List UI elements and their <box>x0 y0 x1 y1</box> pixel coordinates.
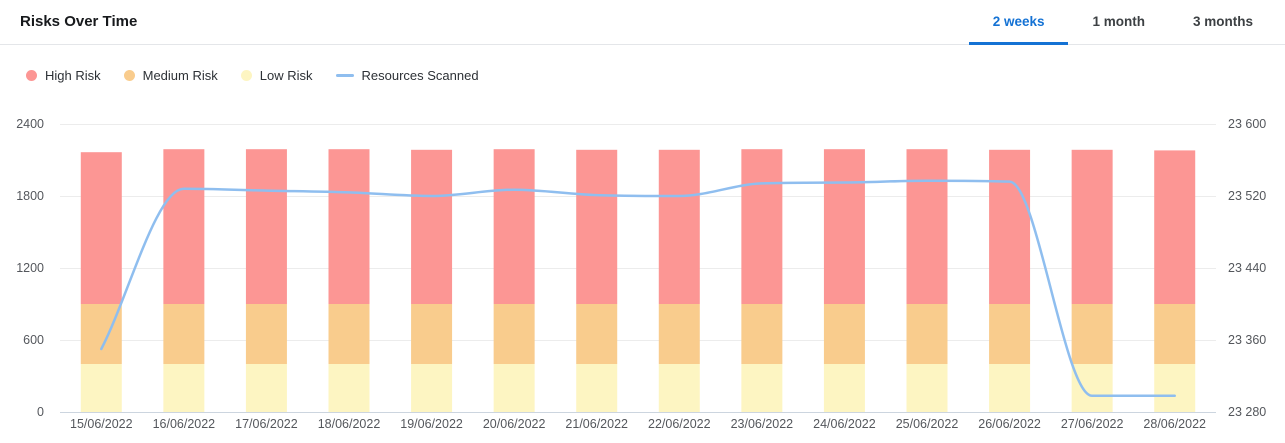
left-axis-tick: 2400 <box>16 117 44 131</box>
bar-segment-high-risk[interactable] <box>411 149 453 304</box>
left-axis-tick: 600 <box>23 333 44 347</box>
x-axis-label: 28/06/2022 <box>1143 417 1206 431</box>
medium-risk-dot-icon <box>123 70 135 81</box>
bar-segment-medium-risk[interactable] <box>1071 304 1113 364</box>
panel-header: Risks Over Time 2 weeks 1 month 3 months <box>0 0 1285 45</box>
tab-2-weeks[interactable]: 2 weeks <box>968 0 1069 45</box>
chart-legend: High Risk Medium Risk Low Risk Resources… <box>26 68 479 83</box>
bar-segment-low-risk[interactable] <box>80 364 122 412</box>
bar-segment-high-risk[interactable] <box>245 149 287 304</box>
bar-segment-low-risk[interactable] <box>576 364 618 412</box>
bar-segment-low-risk[interactable] <box>741 364 783 412</box>
x-axis-label: 23/06/2022 <box>730 417 794 431</box>
bar-segment-medium-risk[interactable] <box>328 304 370 364</box>
bar-segment-high-risk[interactable] <box>989 149 1031 304</box>
x-axis-label: 15/06/2022 <box>70 417 133 431</box>
legend-label: Low Risk <box>259 68 313 83</box>
bar-segment-high-risk[interactable] <box>658 149 700 304</box>
bar-segment-low-risk[interactable] <box>328 364 370 412</box>
left-axis-tick: 0 <box>37 405 44 419</box>
bar-segment-high-risk[interactable] <box>741 149 783 304</box>
bar-segment-medium-risk[interactable] <box>1154 304 1196 364</box>
bar-segment-low-risk[interactable] <box>1071 364 1113 412</box>
legend-label: Resources Scanned <box>361 68 479 83</box>
x-axis-label: 16/06/2022 <box>152 417 216 431</box>
x-axis-label: 21/06/2022 <box>565 417 628 431</box>
x-axis-label: 19/06/2022 <box>400 417 463 431</box>
bar-segment-low-risk[interactable] <box>163 364 205 412</box>
x-axis-label: 25/06/2022 <box>895 417 959 431</box>
high-risk-dot-icon <box>26 70 37 81</box>
bar-segment-low-risk[interactable] <box>989 364 1031 412</box>
bar-segment-high-risk[interactable] <box>328 149 370 304</box>
legend-item-resources-scanned[interactable]: Resources Scanned <box>335 68 479 83</box>
bar-segment-high-risk[interactable] <box>80 152 122 304</box>
chart-plot-area <box>60 124 1216 413</box>
bar-segment-medium-risk[interactable] <box>906 304 948 364</box>
bar-segment-medium-risk[interactable] <box>576 304 618 364</box>
x-axis-label: 20/06/2022 <box>482 417 546 431</box>
x-axis-label: 27/06/2022 <box>1060 417 1124 431</box>
legend-item-low-risk[interactable]: Low Risk <box>240 68 313 83</box>
bar-segment-high-risk[interactable] <box>163 149 205 304</box>
bar-segment-low-risk[interactable] <box>906 364 948 412</box>
bar-segment-low-risk[interactable] <box>823 364 865 412</box>
bar-segment-high-risk[interactable] <box>823 149 865 304</box>
x-axis-label: 24/06/2022 <box>813 417 876 431</box>
bar-segment-medium-risk[interactable] <box>163 304 205 364</box>
legend-item-high-risk[interactable]: High Risk <box>26 68 101 83</box>
bar-segment-medium-risk[interactable] <box>741 304 783 364</box>
x-axis-label: 18/06/2022 <box>317 417 381 431</box>
left-axis-tick: 1800 <box>16 189 44 203</box>
right-axis-tick: 23 280 <box>1228 405 1267 419</box>
bar-segment-low-risk[interactable] <box>493 364 535 412</box>
legend-item-medium-risk[interactable]: Medium Risk <box>123 68 218 83</box>
bar-segment-low-risk[interactable] <box>411 364 453 412</box>
legend-label: Medium Risk <box>142 68 218 83</box>
bar-segment-high-risk[interactable] <box>906 149 948 304</box>
resources-scanned-line <box>100 179 1176 398</box>
page-title: Risks Over Time <box>20 13 138 30</box>
bar-segment-medium-risk[interactable] <box>80 304 122 364</box>
tab-1-month[interactable]: 1 month <box>1092 14 1145 29</box>
time-range-tabs: 2 weeks 1 month 3 months <box>968 0 1277 45</box>
low-risk-dot-icon <box>240 70 252 81</box>
line-swatch-icon <box>335 74 354 77</box>
x-axis-label: 22/06/2022 <box>648 417 711 431</box>
bar-segment-medium-risk[interactable] <box>411 304 453 364</box>
right-axis-tick: 23 600 <box>1228 117 1267 131</box>
bar-segment-high-risk[interactable] <box>1071 149 1113 304</box>
bar-segment-high-risk[interactable] <box>493 149 535 304</box>
tab-3-months[interactable]: 3 months <box>1192 14 1253 29</box>
right-axis-tick: 23 440 <box>1228 261 1267 275</box>
bar-segment-high-risk[interactable] <box>1154 150 1196 304</box>
left-axis-tick: 1200 <box>16 261 44 275</box>
legend-label: High Risk <box>45 68 101 83</box>
bar-segment-medium-risk[interactable] <box>658 304 700 364</box>
x-axis-label: 26/06/2022 <box>978 417 1041 431</box>
bar-segment-high-risk[interactable] <box>576 149 618 304</box>
bar-segment-low-risk[interactable] <box>245 364 287 412</box>
x-axis-label: 17/06/2022 <box>235 417 298 431</box>
bar-segment-medium-risk[interactable] <box>245 304 287 364</box>
bar-segment-medium-risk[interactable] <box>989 304 1031 364</box>
bar-segment-medium-risk[interactable] <box>493 304 535 364</box>
bar-segment-medium-risk[interactable] <box>823 304 865 364</box>
right-axis-tick: 23 520 <box>1228 189 1267 203</box>
right-axis-tick: 23 360 <box>1228 333 1267 347</box>
bar-segment-low-risk[interactable] <box>1154 364 1196 412</box>
bar-segment-low-risk[interactable] <box>658 364 700 412</box>
